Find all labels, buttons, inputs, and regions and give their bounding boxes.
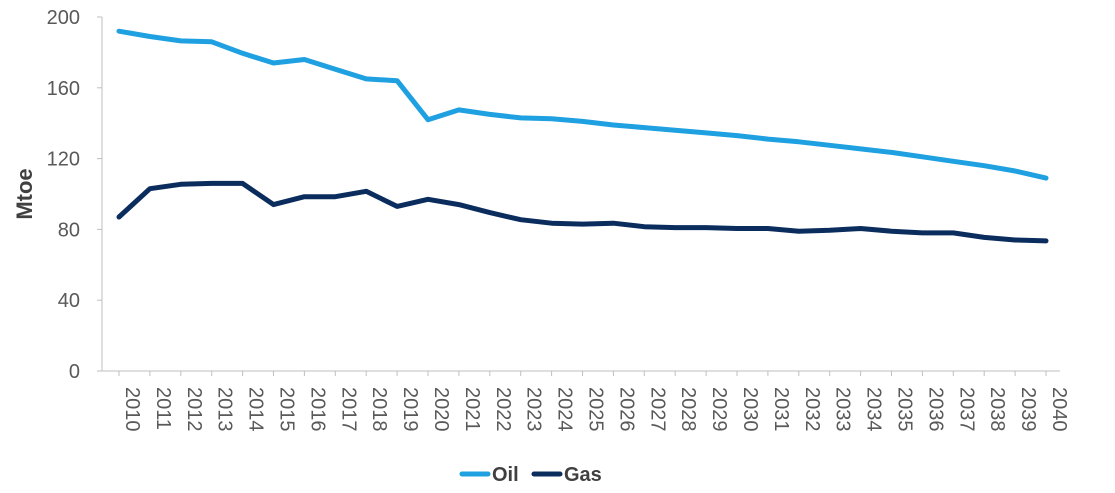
x-tick-label: 2032 — [801, 387, 823, 432]
legend: Oil Gas — [459, 464, 602, 486]
x-tick-label: 2024 — [554, 387, 576, 432]
x-tick-label: 2026 — [615, 387, 637, 432]
x-tick-label: 2018 — [368, 387, 390, 432]
y-tick-label: 80 — [58, 219, 80, 241]
x-tick-label: 2019 — [399, 387, 421, 432]
x-tick-label: 2033 — [832, 387, 854, 432]
y-tick-label: 0 — [69, 361, 80, 383]
x-tick-label: 2022 — [492, 387, 514, 432]
y-tick-label: 120 — [47, 149, 80, 171]
x-tick-label: 2030 — [739, 387, 761, 432]
x-tick-label: 2029 — [708, 387, 730, 432]
y-axis-ticks: 0 40 80 120 160 200 — [47, 7, 102, 383]
legend-label-gas: Gas — [564, 464, 602, 486]
x-tick-label: 2015 — [276, 387, 298, 432]
y-tick-label: 200 — [47, 7, 80, 29]
x-tick-label: 2034 — [863, 387, 885, 432]
x-tick-label: 2028 — [677, 387, 699, 432]
y-tick-label: 40 — [58, 290, 80, 312]
x-tick-label: 2035 — [894, 387, 916, 432]
x-tick-label: 2016 — [306, 387, 328, 432]
x-axis-ticks: 2010 2011 2012 2013 2014 2015 2016 2017 2018 2019… — [118, 371, 1070, 432]
x-tick-label: 2017 — [337, 387, 359, 432]
legend-label-oil: Oil — [492, 464, 519, 486]
series-lines — [116, 28, 1049, 244]
x-tick-label: 2012 — [183, 387, 205, 432]
x-tick-label: 2010 — [121, 387, 143, 432]
x-tick-label: 2020 — [430, 387, 452, 432]
x-tick-label: 2023 — [523, 387, 545, 432]
x-tick-label: 2014 — [245, 387, 267, 432]
x-tick-label: 2011 — [152, 387, 174, 430]
series-line-gas — [116, 180, 1049, 244]
x-tick-label: 2027 — [646, 387, 668, 432]
y-axis-label: Mtoe — [12, 168, 37, 219]
x-tick-label: 2039 — [1017, 387, 1039, 432]
x-tick-label: 2040 — [1048, 387, 1070, 432]
x-tick-label: 2025 — [585, 387, 607, 432]
series-line-oil — [116, 28, 1049, 181]
x-tick-label: 2031 — [770, 387, 792, 432]
x-tick-label: 2013 — [214, 387, 236, 432]
y-tick-label: 160 — [47, 78, 80, 100]
x-tick-label: 2021 — [461, 387, 483, 432]
x-tick-label: 2036 — [924, 387, 946, 432]
x-tick-label: 2037 — [955, 387, 977, 432]
x-tick-label: 2038 — [986, 387, 1008, 432]
